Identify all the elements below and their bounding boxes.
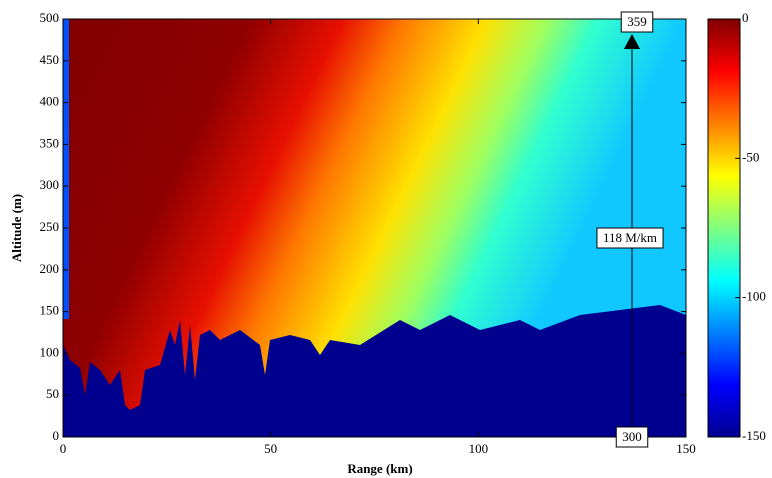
y-tick-label: 0	[53, 428, 60, 443]
colorbar-tick-label: -150	[742, 428, 766, 443]
x-tick-label: 100	[469, 441, 489, 456]
annotation: 359	[627, 14, 647, 29]
y-tick-label: 200	[40, 261, 60, 276]
y-tick-label: 100	[40, 344, 60, 359]
y-tick-label: 50	[46, 386, 59, 401]
y-axis-label: Altitude (m)	[9, 194, 24, 262]
colorbar-frame	[707, 18, 741, 438]
colorbar-tick-label: -100	[742, 289, 766, 304]
annotation-box	[615, 426, 649, 448]
colorbar-tick-label: -50	[742, 149, 759, 164]
annotation: 118 M/km	[603, 230, 657, 245]
annotation-box	[620, 11, 654, 33]
y-tick-label: 500	[40, 10, 60, 25]
x-tick-label: 50	[264, 441, 277, 456]
y-tick-label: 150	[40, 303, 60, 318]
y-tick-label: 400	[40, 94, 60, 109]
x-tick-label: 150	[676, 441, 696, 456]
x-axis-label: Range (km)	[347, 461, 412, 476]
y-tick-label: 350	[40, 135, 60, 150]
y-tick-label: 300	[40, 177, 60, 192]
annotation: 300	[622, 429, 642, 444]
field	[63, 19, 686, 437]
y-tick-label: 250	[40, 219, 60, 234]
y-tick-label: 450	[40, 52, 60, 67]
x-tick-label: 0	[60, 441, 67, 456]
colorbar-tick-label: 0	[742, 10, 749, 25]
colorbar	[708, 19, 740, 437]
annotation-box	[596, 227, 664, 249]
